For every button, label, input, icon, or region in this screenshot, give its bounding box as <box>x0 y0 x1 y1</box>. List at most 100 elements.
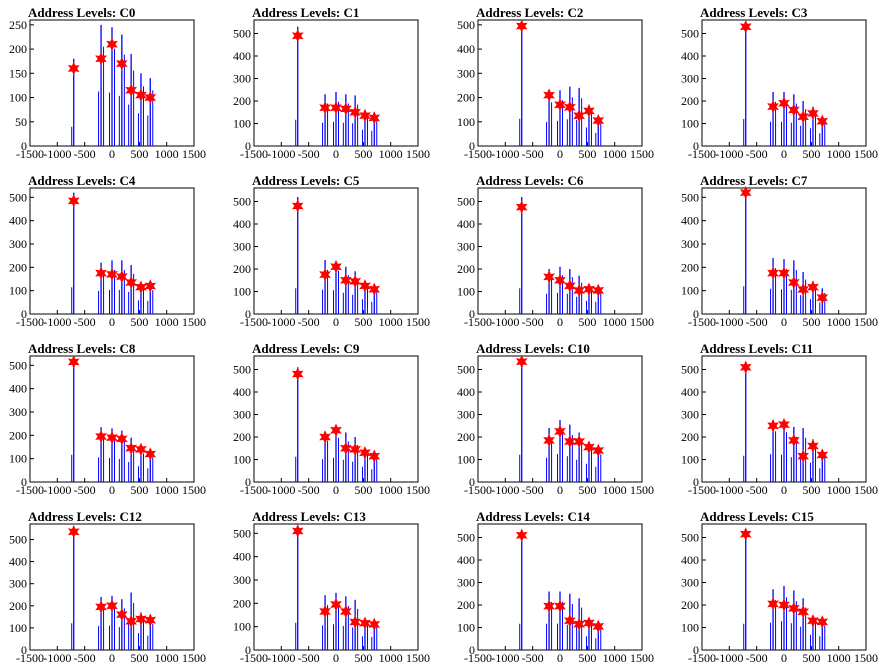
chart-panel: Address Levels: C0 0 50 100 150 200 250 -1500 -1… <box>9 5 206 161</box>
peak-marker <box>573 283 585 298</box>
x-tick-label: 1000 <box>155 147 179 161</box>
x-tick-label: -1000 <box>491 315 519 329</box>
x-tick-label: 500 <box>578 651 596 665</box>
x-tick-label: -1000 <box>43 147 71 161</box>
chart-panel: Address Levels: C12 0 100 200 300 400 500 -1500… <box>9 509 206 665</box>
peak-marker <box>330 597 342 612</box>
x-tick-label: 1000 <box>603 651 627 665</box>
y-tick-label: 200 <box>9 599 27 613</box>
y-tick-label: 0 <box>245 475 251 489</box>
peak-marker <box>291 199 304 213</box>
peak-marker <box>349 615 361 629</box>
chart-panel: Address Levels: C80100200300400500-1500-… <box>9 341 206 497</box>
y-tick-label: 400 <box>9 214 27 228</box>
y-tick-label: 150 <box>9 66 27 80</box>
x-tick-label: -500 <box>522 483 544 497</box>
y-tick-label: 400 <box>457 217 475 231</box>
y-tick-label: 200 <box>9 428 27 442</box>
peak-marker <box>563 279 576 293</box>
x-tick-label: -1500 <box>240 651 268 665</box>
x-tick-label: -1000 <box>43 483 71 497</box>
peak-marker <box>554 98 566 112</box>
y-tick-label: 250 <box>9 18 27 32</box>
peak-marker <box>739 20 752 34</box>
peak-marker <box>115 432 128 446</box>
x-tick-label: -1500 <box>240 483 268 497</box>
x-tick-label: 500 <box>354 483 372 497</box>
x-tick-label: 0 <box>333 147 339 161</box>
x-tick-label: -1000 <box>43 315 71 329</box>
x-tick-label: 1500 <box>854 147 878 161</box>
peak-marker <box>816 114 829 128</box>
peak-marker <box>816 448 829 462</box>
x-tick-label: -1000 <box>715 315 743 329</box>
x-tick-label: 1500 <box>182 651 206 665</box>
y-tick-label: 100 <box>681 453 699 467</box>
x-tick-label: 0 <box>557 315 563 329</box>
y-tick-label: 200 <box>457 262 475 276</box>
x-tick-label: 0 <box>781 147 787 161</box>
peak-marker <box>797 282 809 297</box>
peak-marker <box>144 279 157 293</box>
y-tick-label: 0 <box>21 475 27 489</box>
x-tick-label: 1500 <box>854 651 878 665</box>
x-tick-label: 0 <box>333 315 339 329</box>
peak-marker <box>515 19 528 33</box>
peak-marker <box>125 614 137 629</box>
y-tick-label: 500 <box>457 531 475 545</box>
x-tick-label: -1500 <box>240 315 268 329</box>
y-tick-label: 200 <box>233 94 251 108</box>
peak-marker <box>583 440 595 454</box>
x-tick-label: 1500 <box>406 147 430 161</box>
x-tick-label: -1500 <box>16 147 44 161</box>
x-tick-label: 1000 <box>827 147 851 161</box>
peak-marker <box>573 434 585 449</box>
peak-marker <box>767 99 779 114</box>
peak-marker <box>115 56 128 71</box>
y-tick-label: 500 <box>681 363 699 377</box>
x-tick-label: -500 <box>522 147 544 161</box>
y-tick-label: 0 <box>469 139 475 153</box>
y-tick-label: 300 <box>457 408 475 422</box>
x-tick-label: 1500 <box>630 147 654 161</box>
y-tick-label: 100 <box>457 621 475 635</box>
chart-title: Address Levels: C15 <box>700 509 814 524</box>
y-tick-label: 400 <box>233 385 251 399</box>
peak-marker <box>135 280 147 294</box>
y-tick-label: 300 <box>9 237 27 251</box>
peak-marker <box>592 443 605 458</box>
peak-marker <box>291 367 304 381</box>
x-tick-label: 500 <box>130 483 148 497</box>
x-tick-label: 1500 <box>406 483 430 497</box>
chart-title: Address Levels: C8 <box>28 341 136 356</box>
y-tick-label: 200 <box>681 430 699 444</box>
y-tick-label: 100 <box>9 91 27 105</box>
x-tick-label: 1500 <box>406 651 430 665</box>
peak-marker <box>807 439 819 453</box>
y-tick-label: 0 <box>693 643 699 657</box>
x-tick-label: 0 <box>557 147 563 161</box>
peak-marker <box>816 615 829 629</box>
peak-marker <box>807 106 819 121</box>
x-tick-label: 500 <box>130 651 148 665</box>
peak-marker <box>767 266 779 280</box>
peak-marker <box>778 96 790 110</box>
y-tick-label: 300 <box>681 576 699 590</box>
x-tick-label: -500 <box>74 147 96 161</box>
y-tick-label: 400 <box>233 217 251 231</box>
chart-title: Address Levels: C9 <box>252 341 360 356</box>
peak-marker <box>573 108 585 123</box>
peak-marker <box>573 617 585 631</box>
x-tick-label: 0 <box>781 483 787 497</box>
x-tick-label: 500 <box>130 315 148 329</box>
x-tick-label: 1500 <box>406 315 430 329</box>
y-tick-label: 500 <box>233 363 251 377</box>
x-tick-label: 1500 <box>630 483 654 497</box>
peak-marker <box>291 524 304 538</box>
chart-title: Address Levels: C5 <box>252 173 360 188</box>
peak-marker <box>95 600 107 614</box>
y-tick-label: 500 <box>9 190 27 204</box>
peak-marker <box>319 101 331 115</box>
y-tick-label: 300 <box>681 237 699 251</box>
peak-marker <box>807 280 819 294</box>
